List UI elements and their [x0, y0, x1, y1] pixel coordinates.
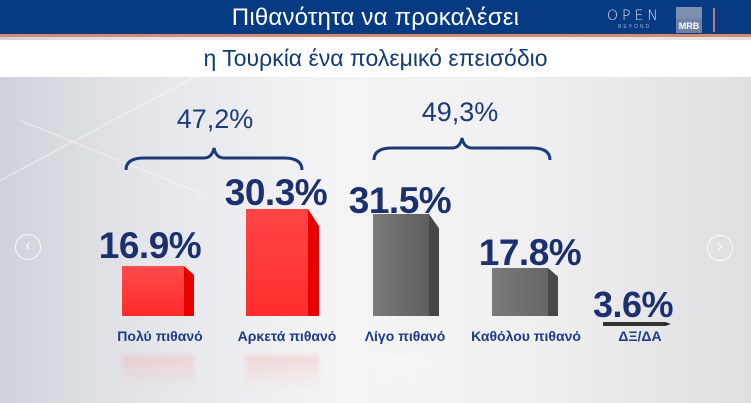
open-beyond-logo: BEYOND [618, 24, 652, 30]
bar-value: 16.9% [98, 225, 202, 266]
bar-reflection [122, 355, 194, 389]
brace-likely [124, 147, 304, 171]
next-slide-button[interactable]: › [707, 235, 733, 261]
previous-slide-button[interactable]: ‹ [15, 234, 41, 260]
group-label-unlikely: 49,3% [421, 97, 499, 127]
bar-not-likely [492, 268, 558, 316]
bar-little-likely [373, 214, 439, 316]
bar-category: Πολύ πιθανό [117, 328, 203, 344]
brace-unlikely [372, 137, 552, 161]
bar-category: ΔΞ/ΔΑ [618, 328, 662, 344]
bar-category: Λίγο πιθανό [364, 328, 446, 344]
subtitle-bar: η Τουρκία ένα πολεμικό επεισόδιο [0, 40, 751, 77]
open-logo: OPEN [607, 8, 662, 24]
chart-title: Πιθανότητα να προκαλέσει [231, 4, 520, 31]
bar-quite-likely [246, 209, 319, 316]
header-bar: Πιθανότητα να προκαλέσει OPEN BEYOND MRB [0, 0, 751, 37]
mrb-logo: MRB [676, 7, 702, 33]
chevron-left-icon: ‹ [25, 237, 31, 254]
bar-dont-know [603, 322, 671, 326]
bar-reflection [246, 355, 319, 389]
bar-value: 3.6% [592, 284, 674, 325]
bar-reflection [373, 355, 439, 389]
logo-divider [713, 8, 715, 32]
bar-category: Καθόλου πιθανό [471, 328, 581, 344]
chart-subtitle: η Τουρκία ένα πολεμικό επεισόδιο [203, 45, 548, 71]
bar-value: 30.3% [224, 172, 328, 213]
chevron-right-icon: › [717, 238, 723, 255]
bar-very-likely [122, 266, 194, 316]
bar-category: Αρκετά πιθανό [237, 328, 337, 344]
group-label-likely: 47,2% [176, 104, 254, 134]
bar-value: 17.8% [478, 232, 582, 273]
